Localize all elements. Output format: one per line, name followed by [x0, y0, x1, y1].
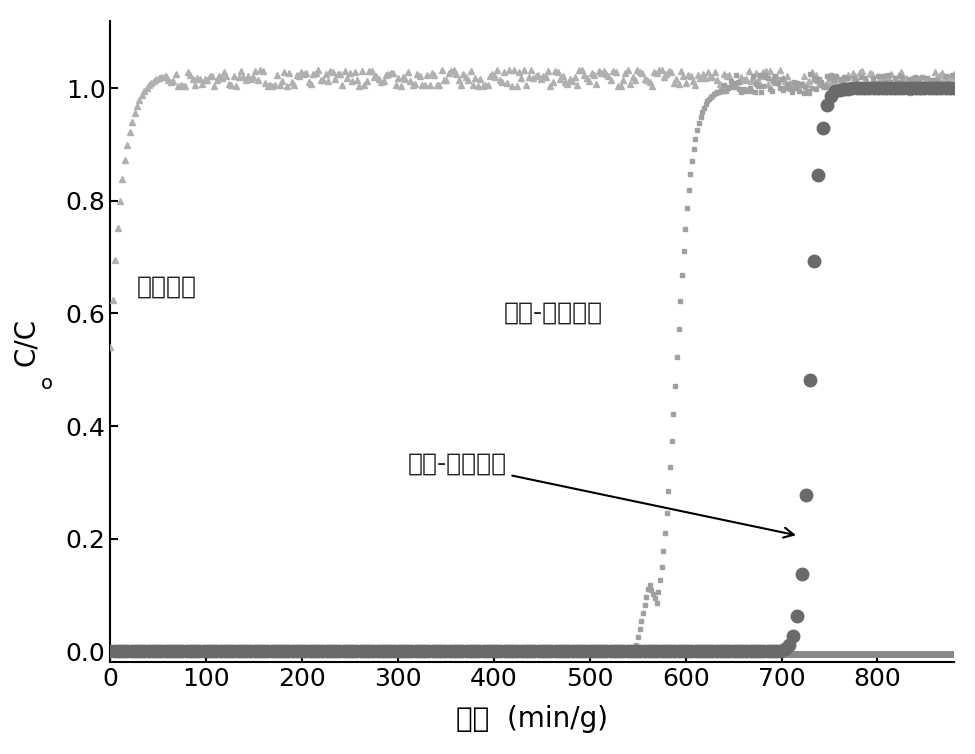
- Text: 反式-间戊二烯: 反式-间戊二烯: [408, 452, 794, 538]
- X-axis label: 时间  (min/g): 时间 (min/g): [456, 705, 608, 733]
- Text: 顺式-间戊二烯: 顺式-间戊二烯: [503, 300, 603, 324]
- Text: C/C: C/C: [12, 317, 40, 366]
- Text: 异戊二烯: 异戊二烯: [137, 274, 197, 299]
- Text: o: o: [41, 374, 53, 393]
